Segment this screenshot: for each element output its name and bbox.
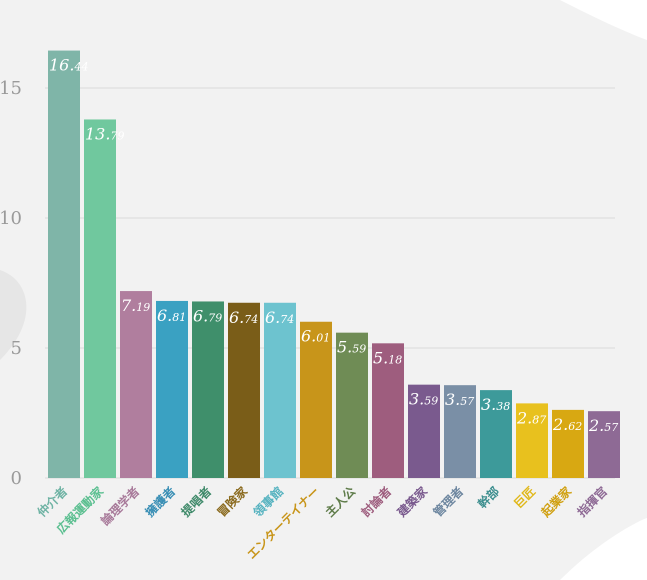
value-label-1: 16.44 — [49, 56, 88, 75]
background-blob-top-right — [560, 0, 647, 40]
category-label-5: 提唱者 — [178, 484, 214, 520]
category-label-11: 建築家 — [393, 483, 430, 520]
bar-15 — [552, 409, 584, 478]
value-label-16: 2.57 — [588, 416, 618, 435]
value-label-8: 6.01 — [301, 327, 330, 346]
category-label-3: 論理学者 — [98, 484, 143, 529]
value-label-15: 2.62 — [552, 415, 582, 434]
value-label-12: 3.57 — [445, 390, 474, 409]
value-label-3: 7.19 — [121, 296, 150, 315]
value-label-9: 5.59 — [337, 338, 366, 357]
value-label-dec: 19 — [136, 301, 150, 314]
value-label-dec: 57 — [460, 395, 474, 408]
bar-5 — [192, 301, 224, 478]
value-label-int: 6. — [265, 308, 280, 327]
value-label-int: 2. — [588, 416, 604, 435]
value-label-7: 6.74 — [265, 308, 294, 327]
value-label-dec: 62 — [568, 420, 582, 433]
value-label-11: 3.59 — [409, 390, 438, 409]
value-label-10: 5.18 — [373, 348, 402, 367]
value-label-dec: 74 — [280, 313, 294, 326]
value-label-int: 13. — [85, 124, 110, 143]
y-tick-label: 0 — [11, 468, 22, 489]
y-axis-ticks: 0 5 10 15 — [0, 78, 22, 489]
category-label-14: 巨匠 — [511, 484, 538, 511]
bar-10 — [372, 343, 404, 478]
value-label-int: 6. — [229, 308, 244, 327]
value-label-int: 16. — [49, 56, 74, 75]
bar-9 — [336, 332, 368, 478]
category-label-4: 擁護者 — [142, 484, 178, 520]
category-label-10: 討論者 — [358, 484, 394, 520]
y-tick-label: 15 — [0, 78, 22, 99]
category-label-15: 起業家 — [537, 483, 574, 520]
y-tick-label: 5 — [11, 338, 22, 359]
value-label-dec: 59 — [424, 395, 438, 408]
category-label-16: 指揮官 — [574, 484, 610, 520]
value-label-int: 6. — [157, 306, 172, 325]
bar-8 — [300, 321, 332, 478]
y-tick-label: 10 — [0, 208, 22, 229]
value-label-dec: 38 — [496, 400, 510, 413]
value-label-int: 6. — [193, 306, 208, 325]
value-label-int: 5. — [373, 348, 388, 367]
bar-13 — [480, 390, 512, 478]
bar-4 — [156, 300, 188, 478]
bar-7 — [264, 302, 296, 478]
bar-14 — [516, 403, 548, 478]
value-label-5: 6.79 — [193, 306, 222, 325]
value-label-dec: 81 — [172, 311, 186, 324]
value-label-13: 3.38 — [481, 395, 510, 414]
value-label-dec: 44 — [73, 61, 88, 74]
category-label-12: 管理者 — [430, 484, 466, 520]
value-label-dec: 01 — [316, 332, 330, 345]
value-label-6: 6.74 — [229, 308, 258, 327]
value-label-int: 6. — [301, 327, 316, 346]
value-label-int: 2. — [552, 415, 568, 434]
value-label-14: 2.87 — [516, 408, 546, 427]
value-label-dec: 57 — [604, 421, 618, 434]
value-label-int: 3. — [409, 390, 424, 409]
value-label-int: 3. — [481, 395, 496, 414]
category-label-1: 仲介者 — [34, 484, 70, 520]
value-label-dec: 74 — [244, 313, 258, 326]
value-label-int: 7. — [121, 296, 136, 315]
category-label-13: 幹部 — [475, 484, 503, 512]
bar-3 — [120, 291, 152, 478]
value-label-dec: 59 — [352, 343, 366, 356]
bar-1 — [48, 50, 80, 479]
value-label-int: 2. — [516, 408, 532, 427]
category-label-6: 冒険家 — [214, 483, 251, 520]
value-label-dec: 79 — [110, 129, 124, 142]
value-label-int: 5. — [337, 338, 352, 357]
value-label-dec: 79 — [208, 311, 222, 324]
background-blob-left — [0, 270, 27, 360]
value-label-4: 6.81 — [157, 306, 186, 325]
bar-11 — [408, 384, 440, 478]
category-label-9: 主人公 — [322, 484, 358, 520]
bar-2 — [84, 119, 116, 479]
bar-6 — [228, 302, 260, 478]
bar-12 — [444, 385, 476, 478]
background-blob-bottom-right — [560, 518, 647, 580]
value-label-int: 3. — [445, 390, 460, 409]
value-label-dec: 87 — [532, 413, 546, 426]
bars — [48, 50, 620, 479]
value-label-2: 13.79 — [85, 124, 124, 143]
bar-16 — [588, 411, 620, 478]
value-label-dec: 18 — [388, 353, 402, 366]
